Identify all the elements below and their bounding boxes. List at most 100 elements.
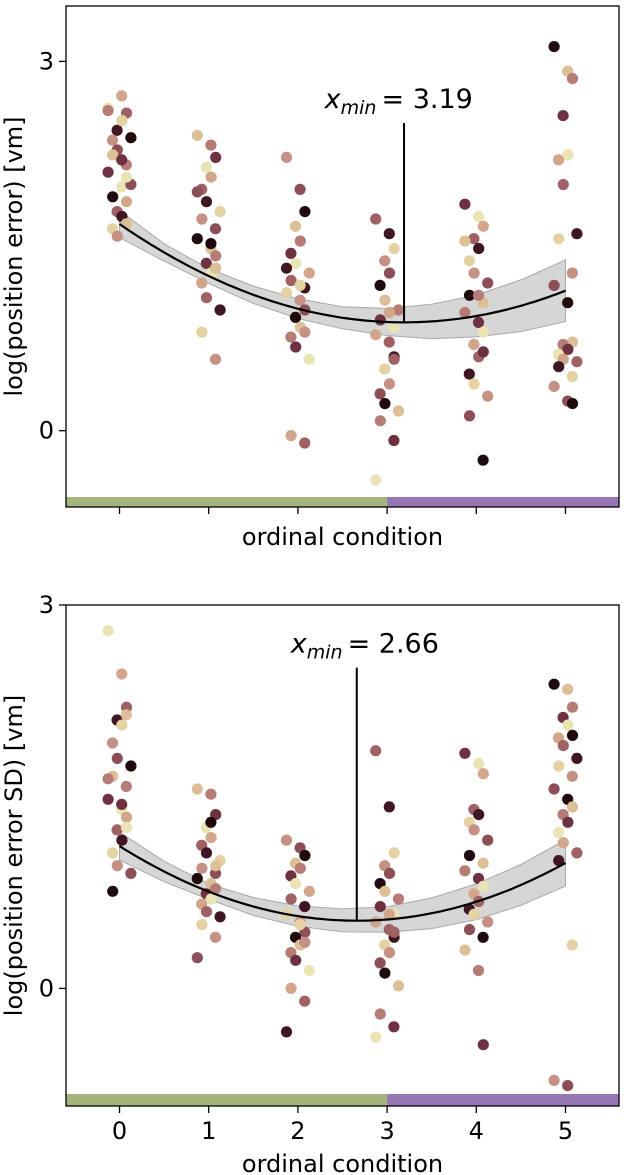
data-point [388,242,400,255]
data-point [294,294,306,306]
data-point [196,213,208,225]
x-tick-label: 4 [469,1117,484,1145]
data-point [280,151,293,163]
data-point [299,901,311,913]
data-point [383,306,395,319]
data-point [459,198,471,210]
data-point [106,847,119,859]
data-point [383,867,396,880]
annotation-x: x [290,628,308,659]
data-point [107,149,119,161]
data-point [463,255,475,267]
data-point [191,783,203,795]
data-point [472,316,485,328]
data-point [566,398,579,410]
data-point [370,329,382,341]
bottom-panel: xmin = 2.66 0 1 2 3 4 5 0 3 ordinal condition log(p… [0,591,620,1175]
x-tick-label: 3 [379,1117,394,1145]
data-point [472,964,485,977]
data-point [294,183,306,195]
data-point [482,277,494,289]
data-point [548,41,560,53]
data-point [191,186,203,198]
data-point [374,388,386,400]
x-axis-label: ordinal condition [242,1150,443,1175]
data-point [120,709,132,721]
data-point [562,816,574,828]
data-point [482,834,494,846]
data-point [557,837,569,849]
data-point [548,279,560,291]
data-point [290,257,302,269]
data-point [562,1080,574,1092]
y-axis-label: log(position error) [vm] [0,116,28,396]
data-point [477,1039,489,1051]
annotation-subscript: min [307,641,343,663]
x-tick-label: 0 [112,1117,127,1145]
data-point [299,849,311,862]
data-point [303,885,315,897]
data-point [557,110,569,122]
data-point [392,405,405,417]
data-point [285,274,297,287]
data-point [370,916,382,928]
data-point [374,957,386,969]
data-point [294,235,306,247]
data-point [392,980,405,992]
data-point [200,257,212,269]
data-point [562,719,574,731]
data-point [210,262,222,274]
data-point [116,90,128,102]
data-point [383,228,395,240]
data-point [388,434,400,447]
data-point [299,326,311,338]
data-point [210,860,222,872]
x-tick-label: 2 [290,1117,305,1145]
data-point [120,811,133,823]
annotation-subscript: min [341,97,377,119]
data-point [285,331,297,343]
data-point [477,931,489,943]
data-point [477,220,489,232]
condition-color-bar-1 [387,1094,619,1106]
data-point [102,105,114,117]
data-point [562,683,574,696]
data-point [209,353,222,365]
fit-confidence-band [119,209,566,340]
data-point [383,908,395,920]
data-point [459,747,471,759]
data-point [566,73,579,85]
data-point [214,206,226,218]
y-tick-label: 3 [39,591,54,619]
data-point [116,668,128,680]
data-point [463,368,475,380]
data-point [120,821,133,834]
data-point [379,363,391,375]
data-point [299,995,311,1007]
y-tick-label: 0 [39,417,54,445]
data-point [196,326,208,338]
data-point [102,793,114,805]
plot-frame [65,604,620,1107]
data-point [477,880,489,892]
data-point [388,926,400,938]
data-point [116,154,128,166]
data-point [472,210,485,223]
data-point [303,353,315,365]
annotation-x: x [324,84,342,115]
data-point [289,220,302,232]
x-tick-label: 5 [558,1117,573,1145]
y-tick-label: 0 [39,974,54,1002]
data-point [294,918,306,931]
data-point [111,752,123,765]
data-point [388,847,400,859]
data-point [562,297,574,309]
data-point [200,196,213,208]
data-point [107,191,119,203]
data-point [205,238,217,250]
data-point [106,737,119,749]
data-point [280,1026,293,1038]
data-point [552,826,565,839]
data-point [116,114,128,127]
